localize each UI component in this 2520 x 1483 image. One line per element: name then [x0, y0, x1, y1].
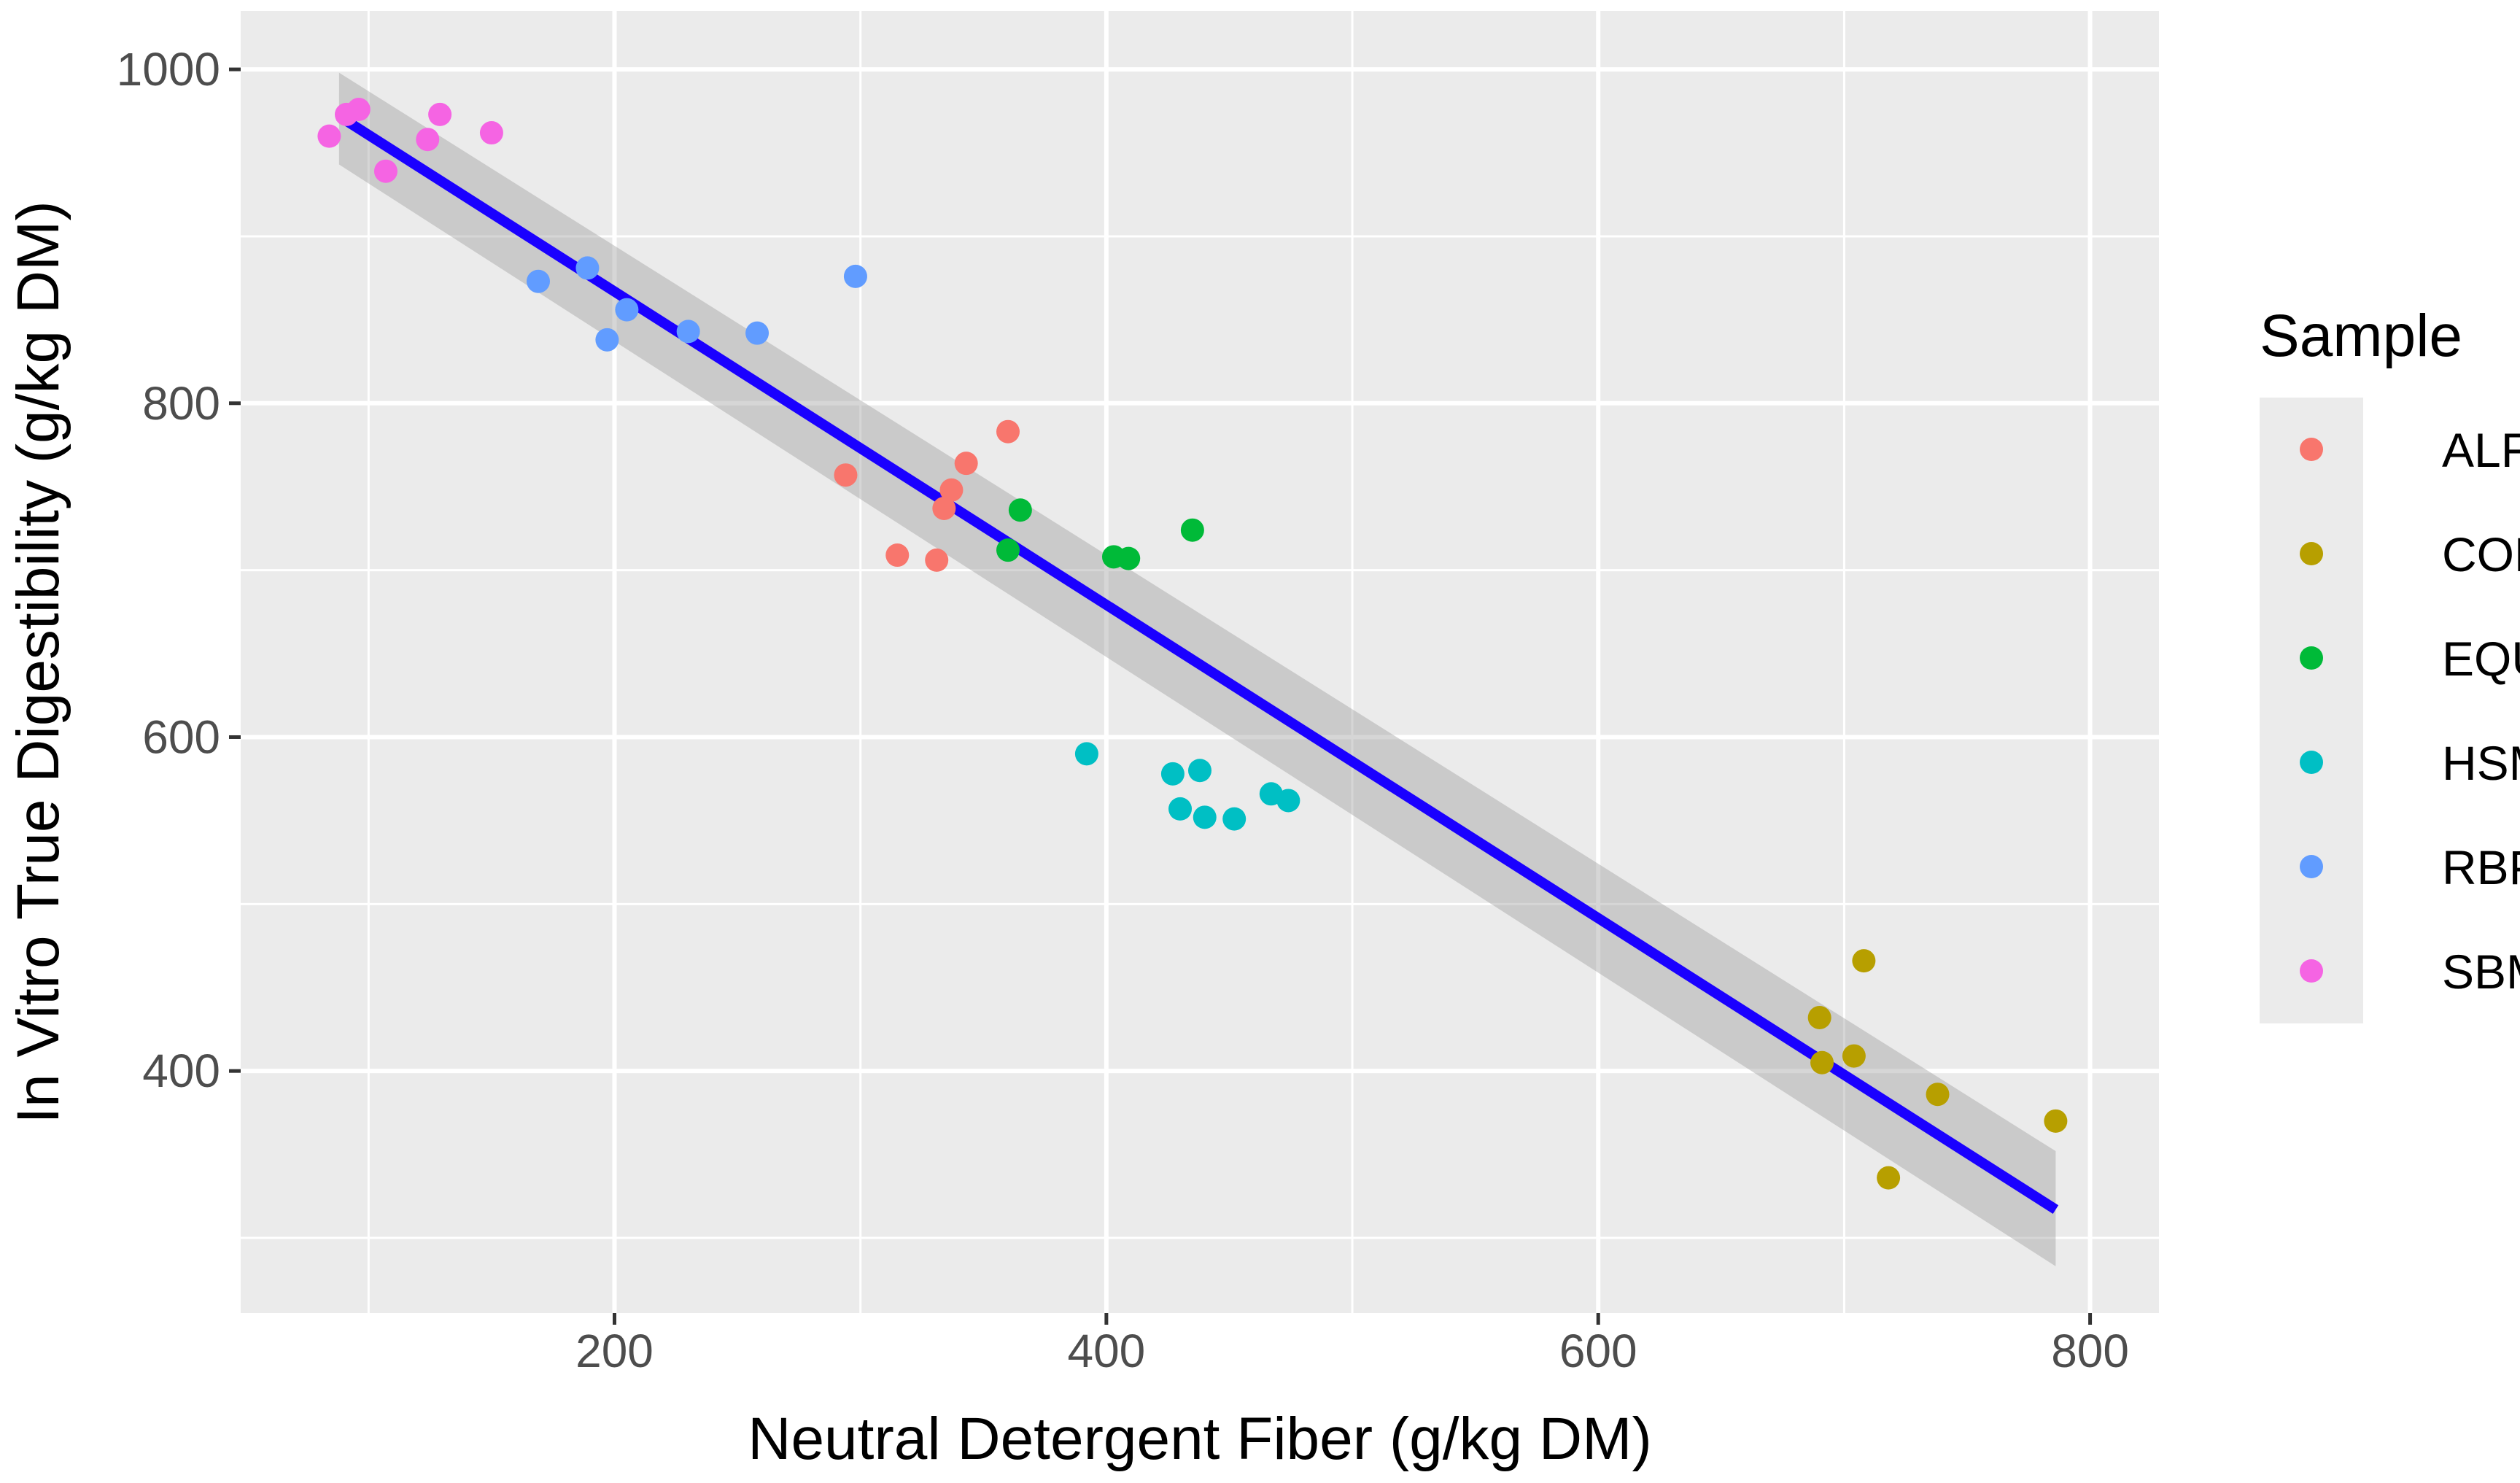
legend-label-hsm: HSM — [2442, 736, 2520, 790]
y-tick-label: 1000 — [117, 43, 220, 96]
data-point-rbp — [676, 320, 700, 344]
data-point-alf — [885, 543, 910, 568]
data-point-alf — [954, 452, 978, 476]
legend-key-sbm — [2300, 959, 2323, 983]
major-gridlines — [241, 11, 2159, 1313]
data-point-alf — [996, 419, 1020, 444]
confidence-band — [338, 72, 2056, 1266]
legend-label-sbm: SBM — [2442, 945, 2520, 999]
data-point-hsm — [1193, 805, 1217, 829]
data-point-coh — [1852, 949, 1876, 973]
data-point-sbm — [479, 121, 503, 145]
data-points — [317, 98, 2068, 1190]
data-point-equ — [1008, 498, 1032, 522]
legend-label-coh: COH — [2442, 527, 2520, 581]
data-point-sbm — [317, 124, 341, 148]
data-point-equ — [996, 538, 1020, 562]
data-point-sbm — [416, 128, 440, 152]
data-point-hsm — [1074, 742, 1098, 766]
legend-key-hsm — [2300, 751, 2323, 774]
x-tick-label: 400 — [1067, 1325, 1145, 1377]
data-point-coh — [1807, 1005, 1831, 1029]
y-tick-label: 800 — [142, 377, 220, 430]
data-point-hsm — [1222, 807, 1247, 831]
data-point-sbm — [346, 98, 371, 122]
data-point-equ — [1180, 518, 1204, 542]
data-point-rbp — [526, 269, 550, 293]
x-axis-ticks: 200 400 600 800 — [575, 1313, 2129, 1377]
data-point-rbp — [615, 298, 639, 322]
data-point-coh — [1842, 1044, 1866, 1068]
legend-label-alf: ALF — [2442, 423, 2520, 477]
legend-title: Sample — [2260, 303, 2462, 369]
y-axis-title: In Vitro True Digestibility (g/kg DM) — [5, 201, 71, 1123]
legend-label-rbp: RBP — [2442, 840, 2520, 894]
y-tick-label: 400 — [142, 1045, 220, 1097]
data-point-alf — [834, 463, 858, 487]
data-point-coh — [1877, 1166, 1901, 1190]
data-point-rbp — [745, 321, 769, 345]
data-point-alf — [932, 496, 956, 520]
data-point-alf — [939, 478, 964, 502]
data-point-hsm — [1276, 789, 1300, 813]
legend-key-rbp — [2300, 855, 2323, 878]
x-tick-label: 800 — [2051, 1325, 2129, 1377]
data-point-hsm — [1188, 759, 1211, 783]
data-point-hsm — [1168, 797, 1193, 821]
legend-label-equ: EQU — [2442, 632, 2520, 686]
data-point-alf — [925, 548, 949, 572]
data-point-rbp — [595, 328, 619, 352]
data-point-rbp — [843, 264, 867, 288]
data-point-coh — [1926, 1083, 1950, 1107]
confidence-band-area — [338, 72, 2056, 1266]
data-point-coh — [1810, 1050, 1834, 1075]
minor-gridlines — [241, 11, 2159, 1313]
legend-key-background — [2260, 398, 2363, 1023]
y-tick-label: 600 — [142, 710, 220, 763]
legend-key-equ — [2300, 646, 2323, 670]
legend: Sample ALF COH EQU HSM RBP SBM — [2260, 303, 2520, 1023]
x-tick-label: 200 — [575, 1325, 654, 1377]
data-point-sbm — [428, 102, 452, 126]
data-point-sbm — [373, 159, 398, 183]
data-point-equ — [1117, 546, 1141, 570]
y-axis-ticks: 400 600 800 1000 — [117, 43, 241, 1097]
legend-key-coh — [2300, 542, 2323, 565]
data-point-coh — [2044, 1109, 2068, 1133]
legend-key-alf — [2300, 438, 2323, 461]
data-point-hsm — [1160, 762, 1185, 786]
x-tick-label: 600 — [1559, 1325, 1637, 1377]
x-axis-title: Neutral Detergent Fiber (g/kg DM) — [748, 1406, 1652, 1472]
data-point-rbp — [575, 256, 600, 280]
